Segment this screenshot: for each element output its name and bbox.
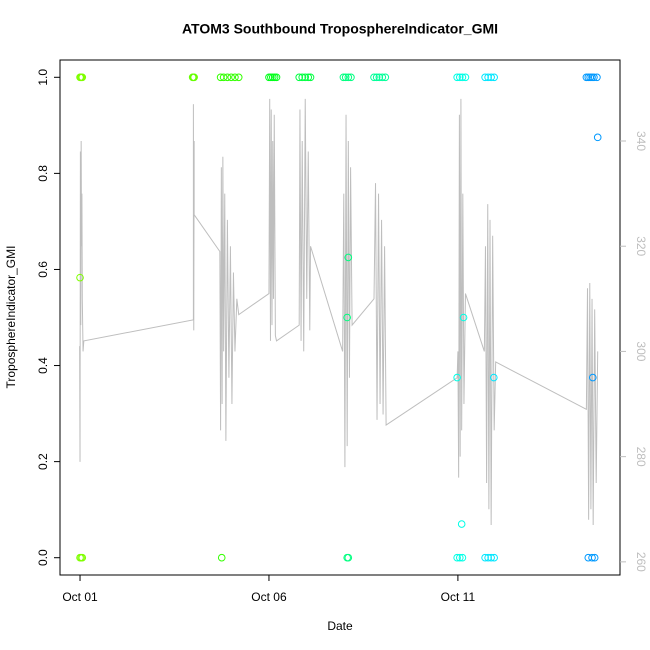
point xyxy=(298,73,307,82)
point xyxy=(306,73,315,82)
point xyxy=(593,73,601,82)
point xyxy=(458,553,467,562)
point xyxy=(375,73,384,82)
y2-tick-label: 300 xyxy=(634,341,648,361)
point xyxy=(295,73,303,82)
y-tick-label: 0.2 xyxy=(36,453,50,470)
point xyxy=(584,73,593,82)
point xyxy=(582,73,591,82)
point xyxy=(272,73,281,82)
point xyxy=(378,73,387,82)
point xyxy=(461,73,470,82)
y2-tick-label: 340 xyxy=(634,131,648,151)
point xyxy=(484,73,492,82)
point xyxy=(347,73,355,82)
point xyxy=(190,73,198,82)
y-axis-label: TroposphereIndicator_GMI xyxy=(4,246,18,389)
x-tick-label: Oct 11 xyxy=(441,590,476,604)
point xyxy=(268,73,277,82)
point xyxy=(301,73,310,82)
trend-line xyxy=(79,98,599,526)
point xyxy=(217,553,226,562)
point xyxy=(481,73,489,82)
point xyxy=(487,553,495,562)
point xyxy=(370,73,378,82)
x-tick-label: Oct 01 xyxy=(62,590,98,604)
y2-tick-label: 280 xyxy=(634,447,648,467)
point xyxy=(588,553,596,562)
y2-tick-label: 320 xyxy=(634,236,648,256)
point xyxy=(455,553,464,562)
point xyxy=(481,553,489,562)
point xyxy=(490,553,498,562)
plot-frame xyxy=(59,59,621,576)
point xyxy=(453,373,461,382)
point xyxy=(341,73,350,82)
point xyxy=(372,73,381,82)
point xyxy=(231,73,239,82)
y-tick-label: 0.8 xyxy=(36,165,50,182)
point xyxy=(304,73,313,82)
y-tick-label: 0.4 xyxy=(36,357,50,374)
point xyxy=(227,73,235,82)
point xyxy=(265,73,273,82)
point xyxy=(219,73,228,82)
point xyxy=(270,73,279,82)
point xyxy=(223,73,232,82)
point xyxy=(455,73,464,82)
y-tick-label: 0.6 xyxy=(36,261,50,278)
point xyxy=(76,273,84,282)
point xyxy=(484,553,492,562)
point xyxy=(588,73,596,82)
chart-title: ATOM3 Southbound TroposphereIndicator_GM… xyxy=(182,21,498,37)
point xyxy=(453,73,461,82)
point xyxy=(343,313,351,322)
point xyxy=(590,553,599,562)
y-tick-label: 1.0 xyxy=(36,69,50,86)
point xyxy=(588,373,597,382)
point xyxy=(267,73,275,82)
point xyxy=(459,313,468,322)
point xyxy=(458,73,467,82)
point xyxy=(344,553,353,562)
point xyxy=(487,73,495,82)
point xyxy=(457,520,466,528)
point xyxy=(344,253,353,262)
point xyxy=(593,133,602,142)
point xyxy=(590,73,598,82)
point xyxy=(490,73,498,82)
x-tick-label: Oct 06 xyxy=(251,590,287,604)
point xyxy=(78,73,87,82)
point xyxy=(78,553,87,562)
point xyxy=(339,73,348,82)
point xyxy=(453,553,461,562)
y2-tick-label: 260 xyxy=(634,552,648,572)
x-axis-label: Date xyxy=(327,619,353,633)
point xyxy=(381,73,390,82)
y-tick-label: 0.0 xyxy=(36,549,50,566)
point xyxy=(489,373,498,382)
point xyxy=(234,73,243,82)
point xyxy=(344,73,353,82)
